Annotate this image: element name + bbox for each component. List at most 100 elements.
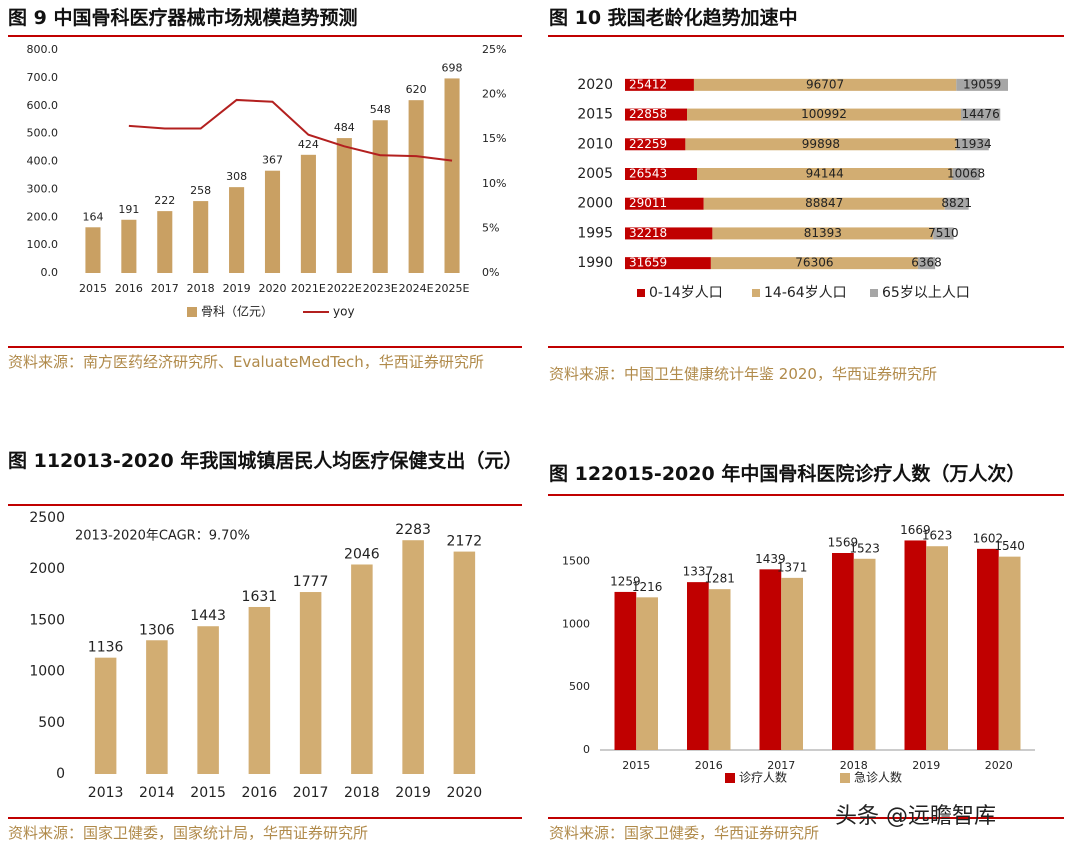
rule xyxy=(8,504,522,506)
bar xyxy=(904,540,927,750)
data-label: 1371 xyxy=(777,560,808,574)
source: 资料来源：国家卫健委，国家统计局，华西证券研究所 xyxy=(8,824,369,842)
legend-label: 65岁以上人口 xyxy=(882,285,970,301)
data-label: 698 xyxy=(442,61,463,74)
x-tick-label: 2021E xyxy=(291,282,326,295)
data-label: 31659 xyxy=(629,256,667,270)
bar xyxy=(372,120,388,274)
bar-segment xyxy=(933,227,954,240)
y-tick-label: 500.0 xyxy=(27,127,59,140)
y-tick-label: 0.0 xyxy=(41,266,59,279)
data-label: 1136 xyxy=(88,640,124,656)
y-tick-label: 500 xyxy=(569,680,590,693)
x-tick-label: 2019 xyxy=(223,282,251,295)
x-tick-label: 2017 xyxy=(293,785,329,801)
legend-swatch xyxy=(725,773,735,783)
data-label: 367 xyxy=(262,154,283,167)
data-label: 99898 xyxy=(802,137,840,151)
x-tick-label: 2017 xyxy=(767,759,795,772)
source: 资料来源：国家卫健委，华西证券研究所 xyxy=(549,824,820,842)
data-label: 81393 xyxy=(804,226,842,240)
data-label: 26543 xyxy=(629,167,667,181)
annotation: 2013-2020年CAGR：9.70% xyxy=(75,529,250,544)
y-tick-label: 2010 xyxy=(577,136,613,152)
bar xyxy=(300,154,316,273)
data-label: 1540 xyxy=(994,539,1025,553)
y-tick-label: 1000 xyxy=(562,617,590,630)
legend-swatch xyxy=(840,773,850,783)
x-tick-label: 2014 xyxy=(139,785,175,801)
y-tick-label: 1500 xyxy=(562,555,590,568)
bar xyxy=(146,640,168,774)
bar-segment xyxy=(712,227,934,240)
y-tick-label: 2020 xyxy=(577,77,613,93)
y-tick-label: 2005 xyxy=(577,166,613,182)
bar xyxy=(636,597,658,750)
x-tick-label: 2015 xyxy=(79,282,107,295)
y-tick-label: 100.0 xyxy=(27,238,59,251)
x-tick-label: 2015 xyxy=(622,759,650,772)
chart-title: 图 122015-2020 年中国骨科医院诊疗人数（万人次） xyxy=(549,463,1026,485)
y-tick-label: 1000 xyxy=(29,664,65,680)
y-tick-label: 1995 xyxy=(577,225,613,241)
data-label: 1259 xyxy=(610,574,641,588)
x-tick-label: 2022E xyxy=(327,282,362,295)
data-label: 1216 xyxy=(632,580,663,594)
data-label: 1623 xyxy=(922,529,953,543)
y2-tick-label: 25% xyxy=(482,43,506,56)
data-label: 191 xyxy=(118,203,139,216)
bar xyxy=(998,556,1021,750)
bar-segment xyxy=(952,168,980,180)
y-tick-label: 2000 xyxy=(577,196,613,212)
data-label: 88847 xyxy=(805,196,843,210)
x-tick-label: 2020 xyxy=(259,282,287,295)
x-tick-label: 2013 xyxy=(88,785,124,801)
y-tick-label: 2015 xyxy=(577,107,613,123)
data-label: 164 xyxy=(82,210,103,223)
bar-segment xyxy=(625,257,711,270)
x-tick-label: 2019 xyxy=(395,785,431,801)
data-label: 1281 xyxy=(704,572,735,586)
bar xyxy=(759,569,782,750)
y-tick-label: 2000 xyxy=(29,561,65,577)
legend-swatch xyxy=(637,289,645,297)
bar-segment xyxy=(625,108,688,121)
y-tick-label: 1990 xyxy=(577,255,613,271)
bar-segment xyxy=(960,108,1001,121)
rule xyxy=(8,346,522,348)
source: 资料来源：中国卫生健康统计年鉴 2020，华西证券研究所 xyxy=(549,365,937,383)
line xyxy=(128,98,453,162)
bar xyxy=(444,78,460,274)
bar xyxy=(926,546,948,750)
data-label: 1439 xyxy=(755,552,786,566)
bar-segment xyxy=(956,78,1008,91)
bar xyxy=(351,564,373,774)
x-tick-label: 2025E xyxy=(435,282,470,295)
chart-title: 图 9 中国骨科医疗器械市场规模趋势预测 xyxy=(8,7,358,29)
y-tick-label: 300.0 xyxy=(27,182,59,195)
bar xyxy=(977,548,999,750)
rule xyxy=(8,35,522,37)
data-label: 1777 xyxy=(293,574,329,590)
data-label: 1523 xyxy=(849,541,880,555)
data-label: 25412 xyxy=(629,77,667,91)
bar-segment xyxy=(625,227,713,240)
x-tick-label: 2016 xyxy=(695,759,723,772)
data-label: 2172 xyxy=(447,534,483,550)
data-label: 8821 xyxy=(941,196,972,210)
bar xyxy=(229,187,245,273)
bar xyxy=(708,589,731,750)
legend-swatch xyxy=(187,307,197,317)
legend-swatch xyxy=(870,289,878,297)
y-tick-label: 0 xyxy=(583,743,590,756)
bar xyxy=(94,657,117,774)
x-tick-label: 2018 xyxy=(344,785,380,801)
bar-segment xyxy=(693,78,957,91)
y2-tick-label: 15% xyxy=(482,132,506,145)
y-tick-label: 600.0 xyxy=(27,99,59,112)
bar-segment xyxy=(687,108,961,121)
x-tick-label: 2016 xyxy=(242,785,278,801)
x-tick-label: 2020 xyxy=(447,785,483,801)
data-label: 10068 xyxy=(947,167,985,181)
